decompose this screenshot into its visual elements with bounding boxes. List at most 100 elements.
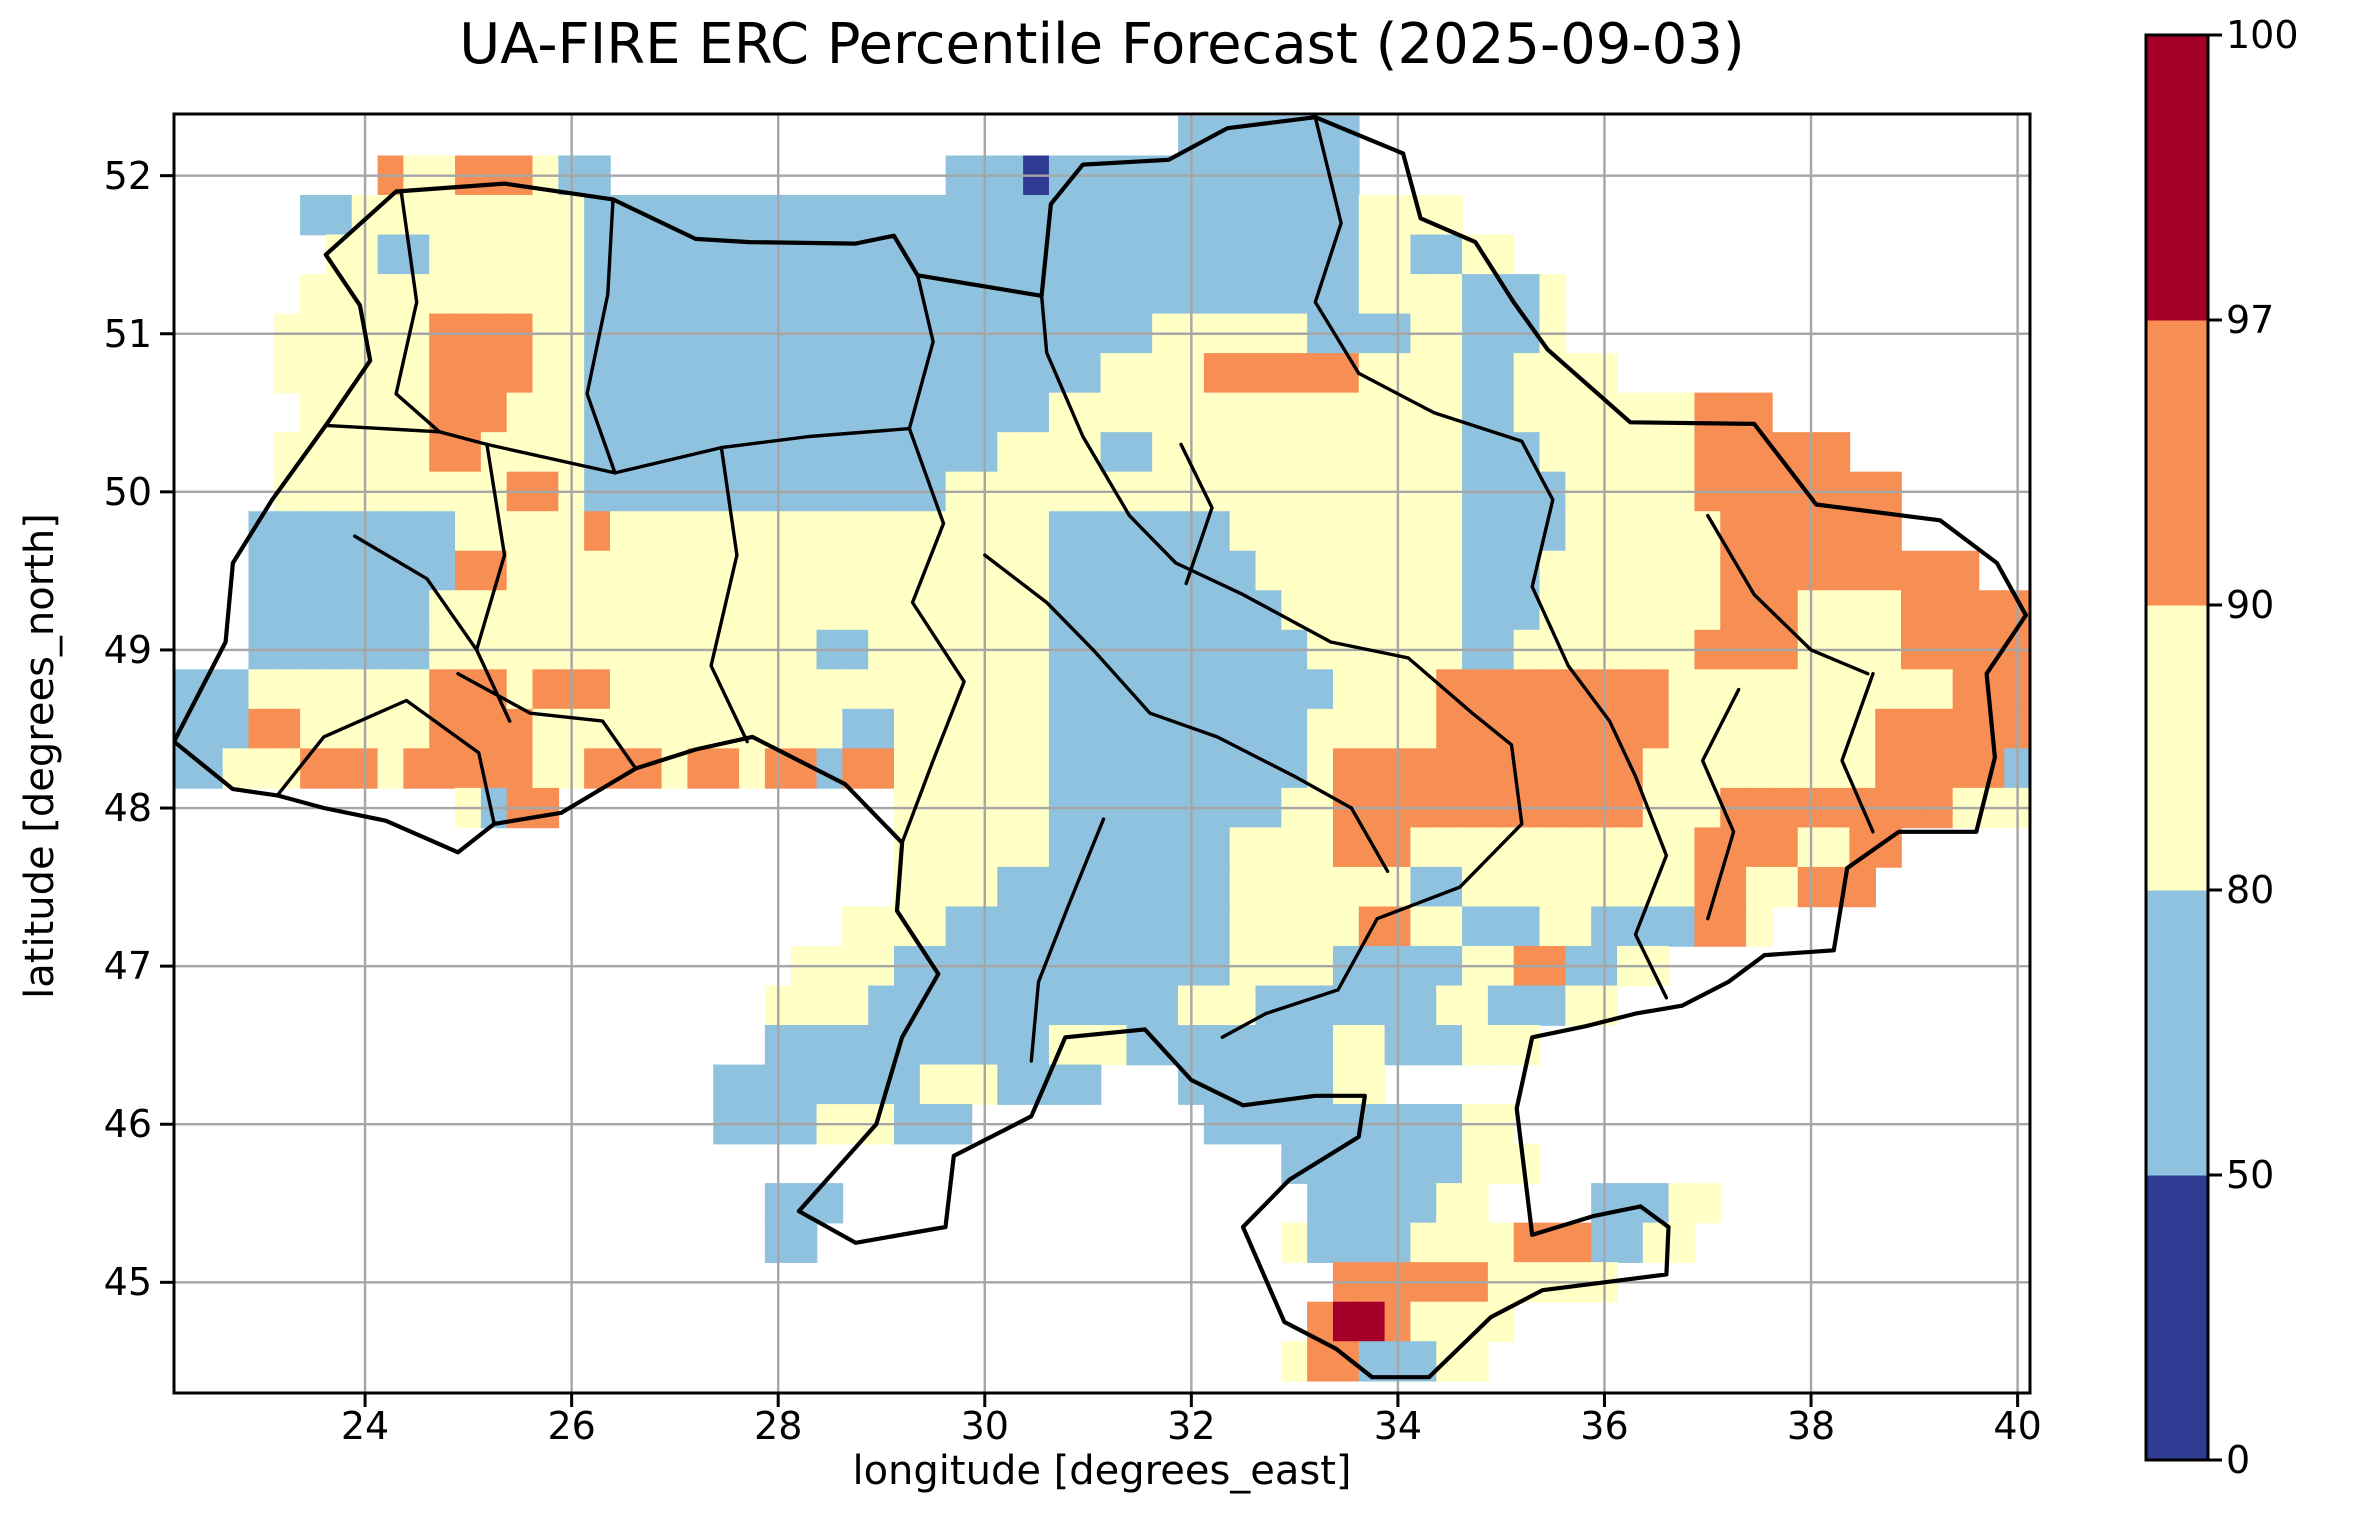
grid-cell [480, 195, 508, 236]
colorbar-segment [2146, 1175, 2208, 1461]
grid-cell [1203, 827, 1231, 868]
grid-cell [945, 827, 973, 868]
grid-cell [455, 511, 482, 552]
grid-cell [274, 669, 301, 710]
grid-cell [480, 432, 508, 473]
grid-cell [1642, 432, 1670, 473]
grid-cell [1358, 866, 1386, 908]
grid-cell [1668, 432, 1696, 473]
grid-cell [1746, 432, 1773, 473]
grid-cell [1565, 985, 1592, 1026]
grid-cell [997, 590, 1024, 631]
grid-cell [1901, 669, 1928, 710]
grid-cell [842, 392, 869, 433]
grid-cell [1307, 353, 1334, 394]
grid-cell [1048, 511, 1076, 552]
grid-cell [1255, 234, 1283, 275]
grid-cell [687, 511, 715, 552]
grid-cell [713, 274, 740, 315]
grid-cell [894, 827, 921, 868]
grid-cell [1229, 392, 1257, 433]
grid-cell [661, 708, 689, 750]
grid-cell [1616, 866, 1644, 908]
grid-cell [1771, 511, 1799, 552]
grid-cell [1875, 669, 1902, 710]
grid-cell [1539, 866, 1567, 908]
grid-cell [1539, 708, 1567, 750]
grid-cell [1203, 234, 1231, 275]
grid-cell [816, 234, 844, 275]
grid-cell [894, 550, 921, 592]
grid-cell [480, 392, 508, 433]
grid-cell [842, 906, 869, 947]
grid-cell [1074, 985, 1102, 1026]
grid-cell [687, 550, 715, 592]
grid-cell [506, 708, 534, 750]
oblast-border [900, 426, 966, 845]
grid-cell [997, 866, 1024, 908]
grid-cell [1513, 906, 1541, 947]
grid-cell [1694, 590, 1722, 631]
grid-cell [1487, 590, 1515, 631]
grid-cell [609, 550, 637, 592]
grid-cell [1100, 708, 1128, 750]
grid-cell [739, 511, 766, 552]
grid-cell [1023, 708, 1050, 750]
grid-cell [1255, 669, 1283, 710]
grid-cell [919, 669, 947, 710]
grid-cell [1126, 866, 1154, 908]
grid-cell [1332, 1025, 1360, 1066]
grid-cell [1565, 590, 1592, 631]
grid-cell [325, 550, 353, 592]
grid-cell [1126, 234, 1154, 275]
grid-cell [868, 590, 895, 631]
grid-cell [1358, 590, 1386, 631]
grid-cell [635, 274, 663, 315]
grid-cell [455, 748, 482, 789]
grid-cell [506, 392, 534, 433]
grid-cell [1539, 353, 1567, 394]
grid-cell [1616, 432, 1644, 473]
grid-cell [584, 550, 611, 592]
grid-cell [1642, 550, 1670, 592]
grid-cell [661, 353, 689, 394]
grid-cell [1281, 1222, 1308, 1263]
grid-cell [868, 432, 895, 473]
grid-cell [1358, 985, 1386, 1026]
grid-cell [1307, 392, 1334, 433]
grid-cell [1307, 1341, 1334, 1382]
grid-cell [945, 985, 973, 1026]
colorbar-tick-label: 90 [2226, 583, 2275, 627]
grid-cell [1307, 195, 1334, 236]
grid-cell [1229, 195, 1257, 236]
grid-cell [919, 866, 947, 908]
grid-cell [868, 669, 895, 710]
grid-cell [1307, 550, 1334, 592]
grid-cell [1720, 669, 1747, 710]
grid-cell [1255, 195, 1283, 236]
grid-cell [1332, 827, 1360, 868]
grid-cell [1694, 827, 1722, 868]
grid-cell [506, 234, 534, 275]
grid-cell [894, 669, 921, 710]
grid-cell [1513, 511, 1541, 552]
grid-cell [609, 511, 637, 552]
grid-cell [790, 274, 818, 315]
grid-cell [1642, 748, 1670, 789]
grid-cell [300, 590, 327, 631]
grid-cell [1048, 432, 1076, 473]
grid-cell [868, 550, 895, 592]
grid-cell [1771, 669, 1799, 710]
grid-cell [1100, 511, 1128, 552]
grid-cell [1901, 550, 1928, 592]
grid-cell [997, 827, 1024, 868]
grid-cell [635, 234, 663, 275]
grid-cell [1513, 708, 1541, 750]
grid-cell [1023, 1025, 1050, 1066]
grid-cell [919, 985, 947, 1026]
grid-cell [609, 669, 637, 710]
grid-cell [609, 590, 637, 631]
colorbar-tick-label: 0 [2226, 1438, 2251, 1482]
grid-cell [1668, 550, 1696, 592]
